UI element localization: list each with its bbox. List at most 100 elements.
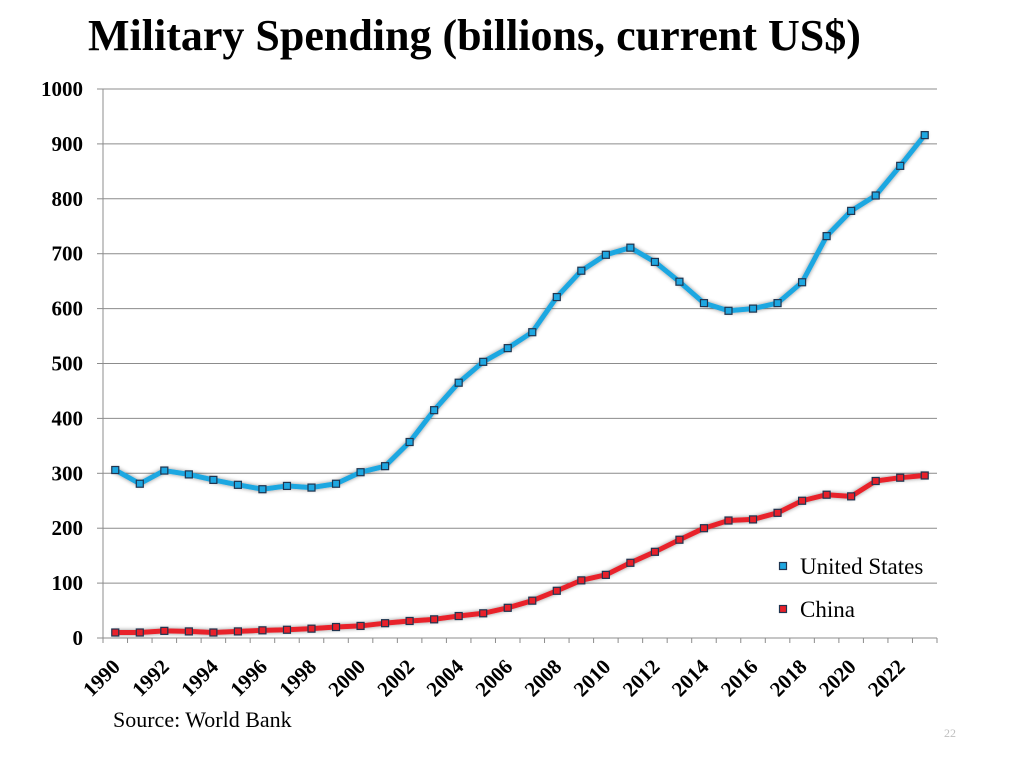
- data-point-united-states-1999: [331, 479, 341, 488]
- x-tick-label: 2020: [814, 655, 861, 702]
- y-tick-label: 300: [52, 461, 84, 485]
- data-point-china-2000: [356, 621, 365, 631]
- data-point-china-2012: [650, 547, 660, 556]
- data-point-china-2019: [822, 490, 831, 499]
- data-point-china-2013: [675, 535, 684, 544]
- x-tick-label: 2006: [471, 655, 518, 702]
- data-point-united-states-2015: [724, 306, 733, 315]
- data-point-china-1997: [282, 625, 292, 634]
- data-point-china-1991: [135, 628, 144, 637]
- y-tick-label: 900: [52, 132, 84, 156]
- data-point-united-states-1995: [233, 480, 243, 489]
- y-tick-label: 1000: [41, 77, 83, 101]
- x-tick-label: 1996: [225, 655, 272, 702]
- data-point-united-states-1990: [111, 465, 120, 475]
- data-point-china-2022: [896, 473, 905, 482]
- page-number: 22: [944, 726, 956, 740]
- data-point-china-1994: [209, 628, 218, 637]
- data-point-united-states-2021: [871, 191, 880, 200]
- data-point-china-2023: [920, 471, 929, 480]
- data-point-china-2008: [552, 586, 561, 595]
- data-point-china-1992: [160, 626, 169, 635]
- data-point-china-2021: [871, 476, 880, 486]
- data-point-china-2017: [773, 508, 782, 517]
- data-point-united-states-2018: [797, 278, 807, 287]
- data-point-united-states-1998: [307, 483, 316, 492]
- x-tick-label: 1998: [274, 655, 321, 702]
- source-note: Source: World Bank: [113, 707, 292, 732]
- y-tick-label: 400: [52, 406, 84, 430]
- data-point-china-2018: [797, 496, 807, 505]
- data-point-united-states-2007: [528, 328, 537, 337]
- data-point-china-2011: [626, 558, 635, 567]
- data-point-united-states-2012: [650, 257, 660, 267]
- data-point-united-states-2011: [626, 243, 635, 252]
- data-point-china-1990: [111, 628, 120, 637]
- data-point-united-states-2017: [773, 299, 782, 308]
- data-point-china-2014: [699, 524, 709, 533]
- x-tick-label: 2022: [863, 655, 910, 702]
- data-point-united-states-2016: [748, 304, 758, 313]
- y-tick-label: 500: [52, 352, 84, 376]
- data-point-china-1993: [184, 627, 193, 636]
- data-point-united-states-2010: [601, 250, 610, 259]
- legend-marker-china: [778, 604, 788, 614]
- legend-label-china: China: [800, 597, 855, 622]
- y-tick-label: 0: [73, 626, 84, 650]
- data-point-china-2001: [380, 619, 390, 628]
- data-point-united-states-1994: [209, 475, 218, 484]
- data-point-united-states-2009: [577, 266, 586, 275]
- data-point-united-states-2003: [430, 406, 439, 415]
- legend-label-united-states: United States: [800, 554, 923, 579]
- data-point-china-1996: [258, 626, 267, 635]
- chart-title: Military Spending (billions, current US$…: [88, 11, 861, 60]
- data-point-china-1999: [331, 622, 341, 632]
- y-tick-label: 200: [52, 516, 84, 540]
- series-line-china: [112, 472, 928, 636]
- y-tick-label: 100: [52, 571, 84, 595]
- x-tick-label: 2014: [667, 654, 714, 701]
- data-point-united-states-2014: [699, 299, 709, 308]
- data-point-united-states-2008: [552, 292, 561, 302]
- x-tick-label: 2008: [520, 655, 567, 702]
- data-point-china-2007: [528, 596, 537, 605]
- x-tick-label: 1994: [176, 654, 223, 701]
- data-point-united-states-1997: [282, 481, 292, 491]
- data-point-china-2003: [430, 615, 439, 624]
- data-point-china-2020: [847, 492, 856, 501]
- data-point-china-2015: [724, 516, 733, 525]
- data-point-united-states-2002: [405, 437, 414, 447]
- data-point-united-states-2000: [356, 468, 365, 477]
- x-tick-label: 2016: [716, 655, 763, 702]
- y-tick-label: 800: [52, 187, 84, 211]
- data-point-china-2010: [601, 570, 610, 579]
- data-point-united-states-2004: [454, 378, 463, 387]
- data-point-united-states-2020: [847, 206, 856, 215]
- data-point-united-states-1993: [184, 470, 193, 479]
- data-point-united-states-2005: [479, 357, 488, 366]
- x-tick-label: 2000: [323, 655, 370, 702]
- data-point-united-states-2022: [896, 161, 905, 170]
- data-point-china-2004: [454, 611, 463, 621]
- x-tick-label: 2004: [422, 654, 469, 701]
- data-point-united-states-1991: [135, 479, 144, 488]
- data-point-china-2002: [405, 616, 414, 626]
- series-line-united-states: [112, 132, 928, 492]
- x-tick-label: 2018: [765, 655, 812, 702]
- x-tick-label: 2010: [569, 655, 616, 702]
- y-tick-label: 700: [52, 242, 84, 266]
- data-point-china-2016: [748, 515, 758, 524]
- data-point-china-1995: [233, 627, 243, 636]
- data-point-united-states-2019: [822, 232, 831, 241]
- x-tick-label: 2002: [372, 655, 419, 702]
- data-point-united-states-2006: [503, 344, 512, 353]
- data-point-united-states-2013: [675, 277, 684, 286]
- data-point-china-1998: [307, 624, 316, 633]
- data-point-china-2009: [577, 576, 586, 585]
- data-point-united-states-1992: [160, 466, 169, 475]
- data-point-china-2005: [479, 609, 488, 618]
- x-tick-label: 1992: [127, 655, 174, 702]
- x-tick-label: 1990: [78, 655, 125, 702]
- legend-marker-united-states: [778, 561, 788, 571]
